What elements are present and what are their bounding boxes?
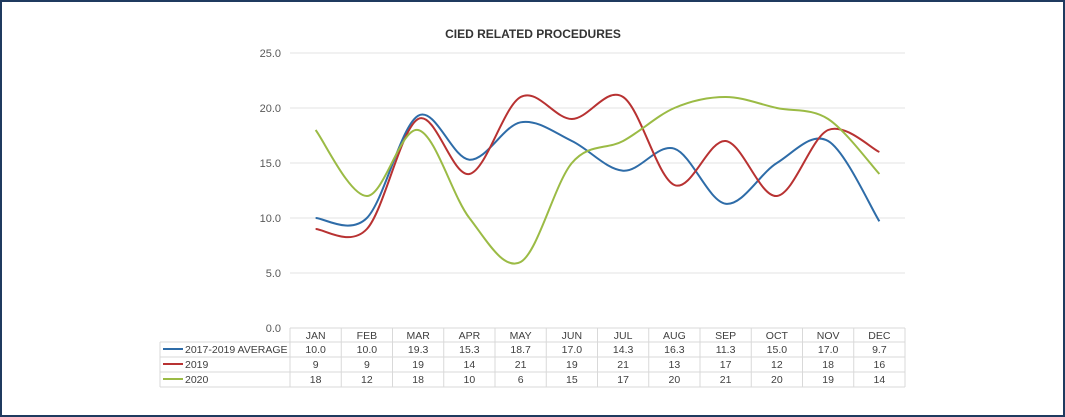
table-cell: 21: [515, 359, 527, 371]
table-cell: 17.0: [818, 344, 839, 356]
y-tick-label: 10.0: [260, 213, 281, 225]
table-cell: 19: [822, 374, 834, 386]
y-tick-label: 0.0: [266, 323, 281, 335]
legend-label: 2019: [185, 359, 209, 371]
table-cell: 12: [361, 374, 373, 386]
table-cell: 10.0: [305, 344, 326, 356]
table-cell: 16: [874, 359, 886, 371]
table-cell: 20: [771, 374, 783, 386]
table-cell: 20: [669, 374, 681, 386]
x-tick-label: JUL: [614, 330, 633, 342]
table-cell: 9: [313, 359, 319, 371]
x-tick-label: MAY: [510, 330, 532, 342]
table-cell: 6: [518, 374, 524, 386]
x-tick-label: FEB: [357, 330, 377, 342]
table-cell: 21: [720, 374, 732, 386]
x-tick-label: SEP: [715, 330, 736, 342]
y-tick-label: 25.0: [260, 48, 281, 60]
table-cell: 19: [566, 359, 578, 371]
x-tick-label: JAN: [306, 330, 326, 342]
table-cell: 11.3: [716, 344, 736, 356]
y-tick-label: 15.0: [260, 158, 281, 170]
table-cell: 16.3: [664, 344, 685, 356]
x-tick-label: DEC: [868, 330, 891, 342]
table-cell: 14.3: [613, 344, 634, 356]
table-cell: 18: [822, 359, 834, 371]
table-cell: 18.7: [510, 344, 531, 356]
legend-label: 2017-2019 AVERAGE: [185, 344, 288, 356]
table-cell: 14: [874, 374, 886, 386]
table-cell: 19: [412, 359, 424, 371]
table-cell: 21: [617, 359, 629, 371]
table-cell: 19.3: [408, 344, 429, 356]
table-cell: 18: [412, 374, 424, 386]
legend-label: 2020: [185, 374, 209, 386]
table-cell: 15: [566, 374, 578, 386]
table-cell: 14: [464, 359, 476, 371]
series-line-2020: [314, 95, 881, 265]
table-cell: 9: [364, 359, 370, 371]
table-cell: 13: [669, 359, 681, 371]
chart-title: CIED RELATED PROCEDURES: [445, 27, 621, 41]
table-cell: 17.0: [562, 344, 583, 356]
table-cell: 15.0: [767, 344, 788, 356]
x-tick-label: MAR: [406, 330, 430, 342]
table-cell: 10: [464, 374, 476, 386]
x-tick-label: JUN: [562, 330, 582, 342]
table-cell: 9.7: [872, 344, 887, 356]
table-cell: 17: [617, 374, 629, 386]
x-tick-label: OCT: [766, 330, 789, 342]
y-tick-label: 20.0: [260, 103, 281, 115]
table-cell: 10.0: [357, 344, 378, 356]
series-line-2017-2019-average: [315, 113, 881, 227]
y-tick-label: 5.0: [266, 268, 281, 280]
x-tick-label: AUG: [663, 330, 686, 342]
table-cell: 18: [310, 374, 322, 386]
table-cell: 17: [720, 359, 732, 371]
x-tick-label: APR: [459, 330, 481, 342]
series-line-2019: [315, 93, 880, 239]
table-cell: 12: [771, 359, 783, 371]
x-tick-label: NOV: [817, 330, 840, 342]
table-cell: 15.3: [459, 344, 480, 356]
